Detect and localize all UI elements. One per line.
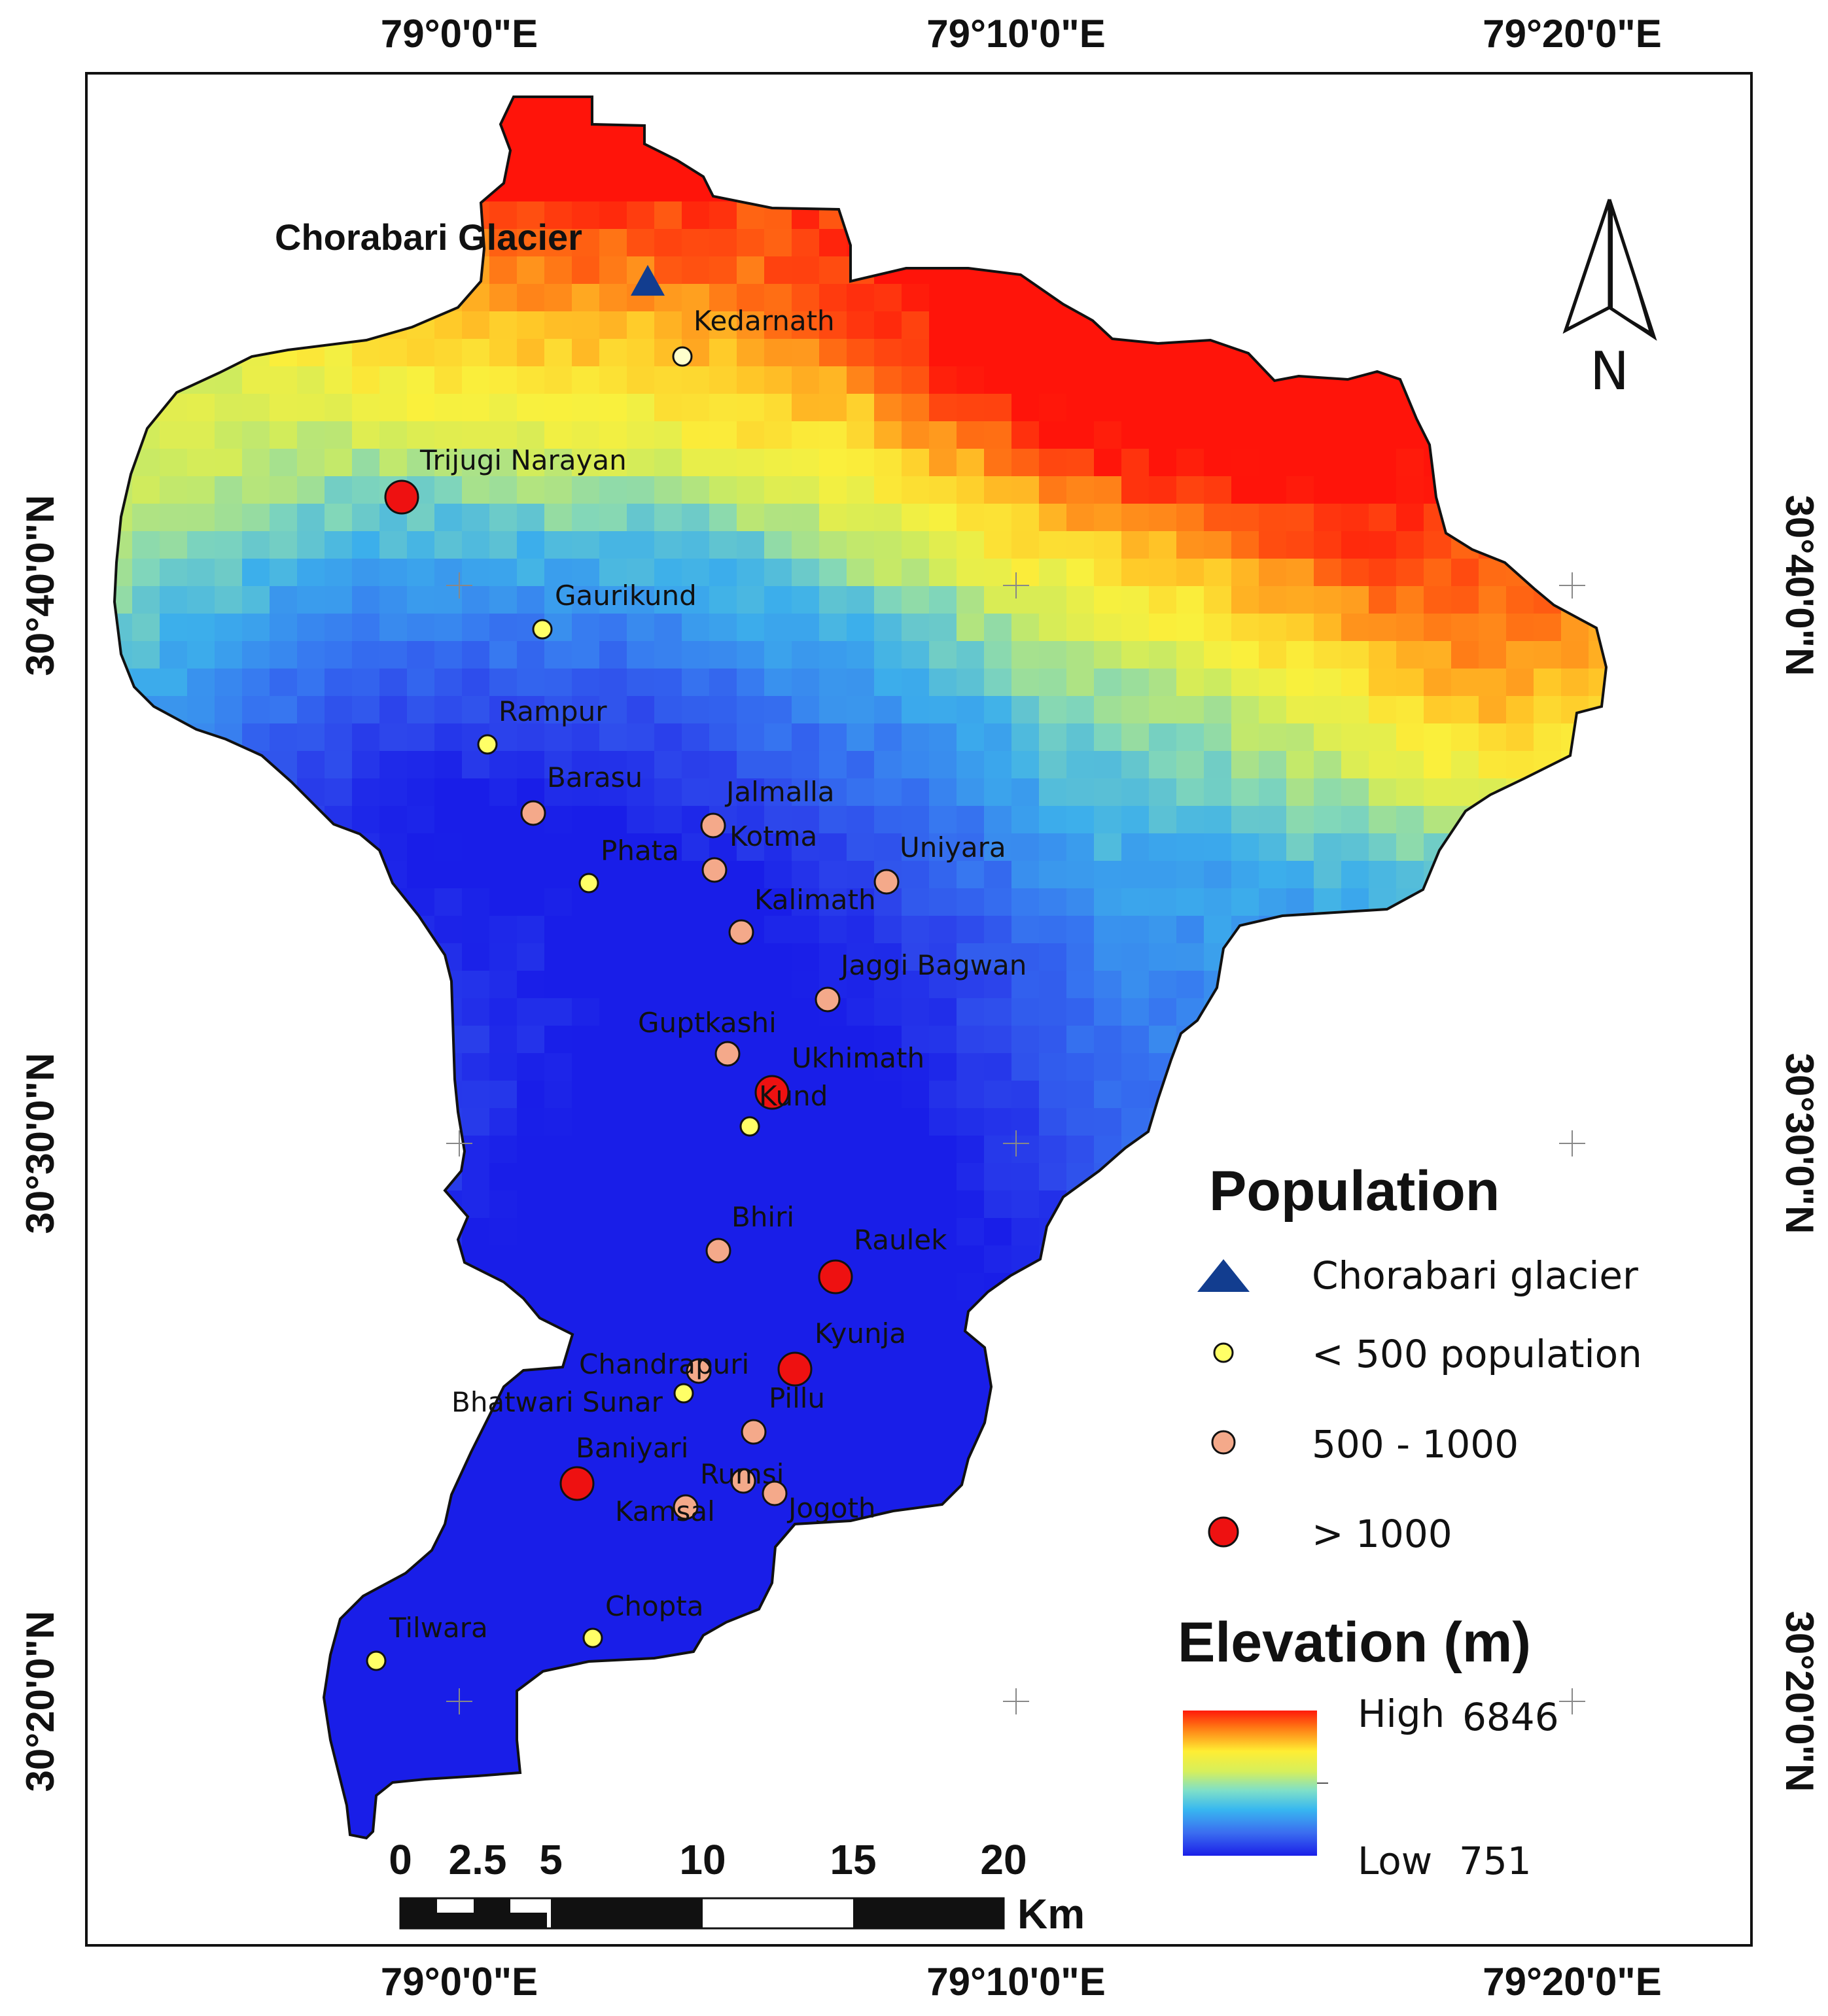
scale-tick-5: 5 — [539, 1836, 563, 1883]
settlement-marker-phata[interactable] — [578, 873, 599, 894]
legend-item-glacier: Chorabari glacier — [1312, 1253, 1638, 1298]
scale-bar — [399, 1897, 1005, 1930]
glacier-marker-icon[interactable] — [631, 265, 665, 296]
settlement-marker-pillu[interactable] — [741, 1419, 767, 1445]
settlement-marker-kedarnath[interactable] — [672, 346, 693, 367]
settlement-marker-kyunja[interactable] — [777, 1351, 813, 1387]
settlement-label-kotma: Kotma — [729, 820, 817, 852]
settlement-label-guptkashi: Guptkashi — [638, 1007, 777, 1039]
coord-left-1: 30°40'0"N — [18, 495, 62, 676]
settlement-label-uniyara: Uniyara — [900, 831, 1006, 863]
scale-tick-0: 0 — [389, 1836, 412, 1883]
settlement-marker-kotma[interactable] — [701, 857, 728, 883]
settlement-marker-kalimath[interactable] — [728, 919, 754, 945]
coord-left-3: 30°20'0"N — [18, 1611, 62, 1792]
settlement-label-pillu: Pillu — [769, 1382, 825, 1414]
settlement-marker-ukhimath[interactable] — [754, 1075, 790, 1110]
coord-top-2: 79°10'0"E — [926, 12, 1106, 56]
settlement-label-bhiri: Bhiri — [731, 1201, 794, 1233]
coord-top-1: 79°0'0"E — [381, 12, 538, 56]
coord-bottom-2: 79°10'0"E — [926, 1960, 1106, 2004]
settlement-marker-kamsal[interactable] — [673, 1494, 699, 1520]
settlement-label-bhatwari-sunar: Bhatwari Sunar — [451, 1386, 663, 1418]
settlement-label-barasu: Barasu — [547, 761, 642, 793]
coord-left-2: 30°30'0"N — [18, 1053, 62, 1234]
settlement-marker-barasu[interactable] — [520, 800, 546, 826]
scale-tick-10: 10 — [679, 1836, 726, 1883]
legend-glacier-icon — [1197, 1259, 1250, 1292]
legend-high-label: High — [1358, 1692, 1445, 1736]
settlement-marker-jaggi-bagwan[interactable] — [815, 986, 841, 1013]
settlement-marker-jalmalla[interactable] — [700, 812, 726, 839]
legend-high-value: 6846 — [1462, 1695, 1559, 1739]
scale-tick-20: 20 — [980, 1836, 1027, 1883]
legend-low-value: 751 — [1459, 1839, 1532, 1883]
settlement-label-jalmalla: Jalmalla — [724, 776, 835, 808]
settlement-marker-bhatwari-sunar[interactable] — [673, 1383, 694, 1404]
coord-bottom-1: 79°0'0"E — [381, 1960, 538, 2004]
settlement-label-chandrapuri: Chandrapuri — [579, 1348, 749, 1380]
scale-unit: Km — [1017, 1890, 1085, 1938]
legend-item-medium: 500 - 1000 — [1312, 1422, 1519, 1467]
glacier-label: Chorabari Glacier — [275, 217, 582, 258]
north-arrow-icon — [1562, 199, 1657, 341]
legend-elevation-title: Elevation (m) — [1178, 1611, 1531, 1674]
coord-right-2: 30°30'0"N — [1778, 1053, 1821, 1234]
settlement-label-rampur: Rampur — [499, 695, 607, 727]
settlement-marker-uniyara[interactable] — [873, 869, 900, 895]
elevation-color-ramp — [1183, 1711, 1317, 1856]
settlement-marker-baniyari[interactable] — [559, 1466, 595, 1501]
settlement-label-phata: Phata — [601, 835, 679, 867]
settlement-label-kalimath: Kalimath — [754, 884, 876, 916]
settlement-label-kamsal: Kamsal — [615, 1495, 715, 1527]
settlement-marker-rumsi[interactable] — [730, 1468, 756, 1494]
legend-low-label: Low — [1358, 1839, 1432, 1883]
settlement-label-jogoth: Jogoth — [786, 1492, 876, 1524]
settlement-label-kedarnath: Kedarnath — [694, 305, 835, 337]
legend-item-large: > 1000 — [1312, 1512, 1452, 1556]
settlement-marker-raulek[interactable] — [818, 1259, 853, 1295]
settlement-label-trijugi-narayan: Trijugi Narayan — [419, 444, 627, 476]
scale-tick-2-5: 2.5 — [449, 1836, 507, 1883]
coord-right-1: 30°40'0"N — [1778, 495, 1821, 676]
settlement-marker-bhiri[interactable] — [705, 1238, 731, 1264]
settlement-marker-guptkashi[interactable] — [714, 1041, 741, 1067]
legend-small-icon — [1213, 1342, 1234, 1363]
settlement-marker-tilwara[interactable] — [366, 1650, 387, 1671]
settlement-marker-trijugi-narayan[interactable] — [384, 479, 419, 515]
settlement-marker-jogoth[interactable] — [762, 1480, 788, 1506]
settlement-label-tilwara: Tilwara — [389, 1612, 488, 1644]
scale-tick-15: 15 — [830, 1836, 876, 1883]
coord-top-3: 79°20'0"E — [1483, 12, 1662, 56]
coord-bottom-3: 79°20'0"E — [1483, 1960, 1662, 2004]
settlement-marker-gaurikund[interactable] — [532, 619, 553, 640]
north-label: N — [1590, 341, 1629, 402]
settlement-label-chopta: Chopta — [605, 1590, 704, 1622]
settlement-label-ukhimath: Ukhimath — [792, 1042, 924, 1074]
settlement-markers: Kedarnath Trijugi Narayan Gaurikund Rampur B… — [366, 305, 1027, 1671]
coord-right-3: 30°20'0"N — [1778, 1611, 1821, 1792]
settlement-marker-chopta[interactable] — [582, 1627, 603, 1648]
settlement-label-raulek: Raulek — [854, 1224, 947, 1256]
graticule-crosses — [446, 572, 1585, 1714]
settlement-marker-chandrapuri[interactable] — [686, 1358, 712, 1384]
settlement-marker-rampur[interactable] — [477, 734, 498, 755]
watershed-boundary — [113, 96, 1608, 1840]
settlement-label-kund: Kund — [759, 1080, 828, 1112]
settlement-marker-kund[interactable] — [739, 1116, 760, 1137]
settlement-label-kyunja: Kyunja — [815, 1317, 906, 1349]
settlement-label-gaurikund: Gaurikund — [555, 580, 697, 612]
legend-large-icon — [1208, 1516, 1239, 1548]
settlement-label-jaggi-bagwan: Jaggi Bagwan — [839, 949, 1027, 981]
legend-medium-icon — [1211, 1430, 1236, 1455]
legend-population-title: Population — [1209, 1160, 1500, 1223]
legend-item-small: < 500 population — [1312, 1332, 1642, 1376]
settlement-label-baniyari: Baniyari — [576, 1432, 688, 1464]
